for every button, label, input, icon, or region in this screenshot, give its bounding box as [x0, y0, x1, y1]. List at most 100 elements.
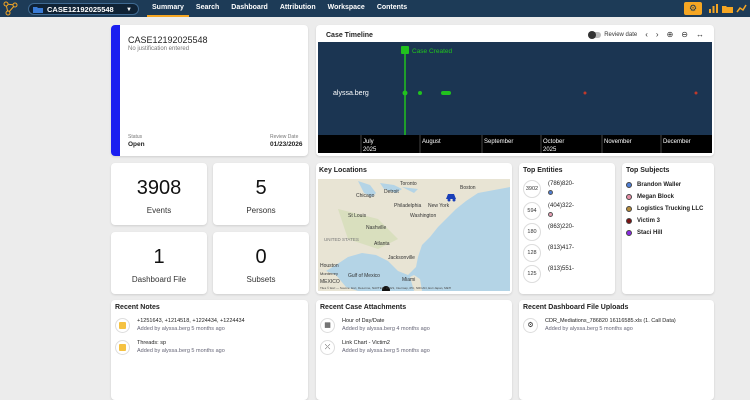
app-logo-icon[interactable] — [3, 1, 19, 16]
subject-row[interactable]: Logistics Trucking LLC — [626, 204, 703, 214]
timeline-controls: Review date ‹ › ⊕ ⊖ ↔ — [588, 30, 704, 39]
subject-row[interactable]: Megan Block — [626, 192, 674, 202]
events-label: Events — [146, 206, 172, 215]
entity-label: (863)220- — [548, 224, 575, 230]
map-label: Nashville — [366, 225, 387, 231]
entity-row[interactable]: 125 (813)551- — [523, 265, 611, 285]
review-date-toggle[interactable] — [588, 30, 602, 39]
upload-name: CDR_Mediations_786820 16116585.xls (1. C… — [545, 318, 676, 324]
entity-label: (813)551- — [548, 266, 575, 272]
chevron-left-icon[interactable]: ‹ — [645, 30, 648, 39]
entity-subject-dot — [548, 190, 553, 195]
subject-name: Logistics Trucking LLC — [637, 206, 704, 212]
timeline-event-dot[interactable] — [694, 91, 698, 95]
subject-color-dot — [626, 218, 632, 224]
link-chart-icon: ⤫ — [320, 340, 335, 355]
tab-contents[interactable]: Contents — [376, 4, 408, 11]
subsets-count: 0 — [255, 246, 267, 268]
entity-label: (813)417- — [548, 245, 575, 251]
month-label: December — [663, 139, 691, 145]
attachment-item[interactable]: ▦ Hour of Day/Date Added by alyssa.berg … — [320, 317, 508, 337]
entity-count: 125 — [523, 265, 541, 283]
case-created-label: Case Created — [412, 48, 452, 55]
chevron-down-icon: ▼ — [126, 7, 132, 13]
entity-row[interactable]: 594 (404)322- — [523, 202, 611, 222]
note-item[interactable]: Threads: sp Added by alyssa.berg 5 month… — [115, 339, 303, 359]
tab-attribution[interactable]: Attribution — [279, 4, 316, 11]
case-selector-label: CASE12192025548 — [47, 4, 114, 14]
entity-row[interactable]: 3902 (786)820- — [523, 180, 611, 200]
location-marker-icon[interactable] — [382, 286, 390, 291]
map-title: Key Locations — [319, 167, 367, 174]
subject-row[interactable]: Staci Hill — [626, 228, 662, 238]
events-count: 3908 — [136, 177, 182, 199]
status-label: Status — [128, 134, 143, 140]
zoom-out-icon[interactable]: ⊖ — [681, 30, 688, 39]
map-label: Miami — [402, 277, 415, 283]
note-meta: Added by alyssa.berg 5 months ago — [137, 326, 225, 332]
subsets-label: Subsets — [246, 275, 276, 284]
entity-row[interactable]: 128 (813)417- — [523, 244, 611, 264]
month-label: November — [604, 139, 632, 145]
map-attribution: Tiles © Esri — Source: Esri, DeLorme, NA… — [320, 286, 451, 290]
timeline-event-dot[interactable] — [418, 91, 422, 95]
recent-attachments-card: Recent Case Attachments ▦ Hour of Day/Da… — [316, 300, 512, 400]
tab-workspace[interactable]: Workspace — [327, 4, 365, 11]
case-created-flag-icon[interactable] — [401, 46, 409, 54]
map-label: Boston — [460, 185, 476, 191]
note-item[interactable]: +1251643, +1214518, +1224434, +1224434 A… — [115, 317, 303, 337]
subject-name: Brandon Waller — [637, 182, 682, 188]
dashboard-file-label: Dashboard File — [131, 275, 187, 284]
month-label: July — [363, 139, 374, 145]
timeline-chart[interactable]: alyssa.berg Case Created July 2025 Augus… — [318, 42, 712, 153]
folder-icon — [33, 6, 43, 13]
persons-stat-card[interactable]: 5 Persons — [213, 163, 309, 225]
zoom-in-icon[interactable]: ⊕ — [666, 30, 674, 39]
location-marker-icon[interactable] — [446, 194, 456, 199]
entity-row[interactable]: 180 (863)220- — [523, 223, 611, 243]
top-entities-card: Top Entities 3902 (786)820- 594 (404)322… — [519, 163, 615, 294]
subject-name: Staci Hill — [637, 230, 663, 236]
timeline-event-dot[interactable] — [583, 91, 587, 95]
timeline-event-dot[interactable] — [402, 90, 408, 96]
attachment-meta: Added by alyssa.berg 4 months ago — [342, 326, 430, 332]
case-accent-bar — [111, 25, 120, 156]
dashboard-file-stat-card[interactable]: 1 Dashboard File — [111, 232, 207, 294]
note-text: Threads: sp — [137, 340, 167, 346]
dashboard-file-count: 1 — [153, 246, 165, 268]
entity-count: 180 — [523, 223, 541, 241]
case-justification: No justification entered — [128, 46, 190, 52]
recent-uploads-card: Recent Dashboard File Uploads ⚙ CDR_Medi… — [519, 300, 714, 400]
subsets-stat-card[interactable]: 0 Subsets — [213, 232, 309, 294]
settings-gear-icon[interactable]: ⚙ — [684, 2, 702, 15]
fit-width-icon[interactable]: ↔ — [696, 30, 704, 39]
timeline-event-cluster[interactable] — [441, 91, 451, 95]
attachment-meta: Added by alyssa.berg 5 months ago — [342, 348, 430, 354]
subject-row[interactable]: Brandon Waller — [626, 180, 681, 190]
month-label: August — [422, 139, 441, 145]
upload-item[interactable]: ⚙ CDR_Mediations_786820 16116585.xls (1.… — [523, 317, 711, 337]
chevron-right-icon[interactable]: › — [655, 30, 659, 39]
attachment-name: Hour of Day/Date — [342, 318, 385, 324]
tab-summary[interactable]: Summary — [147, 0, 189, 17]
timeline-plot-bg — [318, 42, 712, 135]
analytics-icon[interactable] — [708, 3, 719, 14]
key-locations-map[interactable]: Chicago Detroit Toronto Boston New York … — [318, 179, 510, 291]
subject-name: Megan Block — [637, 194, 675, 200]
case-selector[interactable]: CASE12192025548 ▼ — [28, 3, 139, 15]
persons-label: Persons — [246, 206, 276, 215]
folder-open-icon[interactable] — [722, 3, 733, 14]
attachment-name: Link Chart - Victim2 — [342, 340, 390, 346]
review-date-toggle-label: Review date — [604, 31, 638, 38]
chart-up-icon[interactable] — [736, 3, 747, 14]
top-subjects-card: Top Subjects Brandon Waller Megan Block … — [622, 163, 714, 294]
entity-label: (404)322- — [548, 203, 575, 209]
case-title: CASE12192025548 — [128, 35, 208, 45]
map-label: Philadelphia — [394, 203, 421, 209]
tab-dashboard[interactable]: Dashboard — [231, 4, 268, 11]
attachment-item[interactable]: ⤫ Link Chart - Victim2 Added by alyssa.b… — [320, 339, 508, 359]
tab-search[interactable]: Search — [195, 4, 220, 11]
map-label: Detroit — [384, 189, 399, 195]
events-stat-card[interactable]: 3908 Events — [111, 163, 207, 225]
subject-row[interactable]: Victim 3 — [626, 216, 660, 226]
